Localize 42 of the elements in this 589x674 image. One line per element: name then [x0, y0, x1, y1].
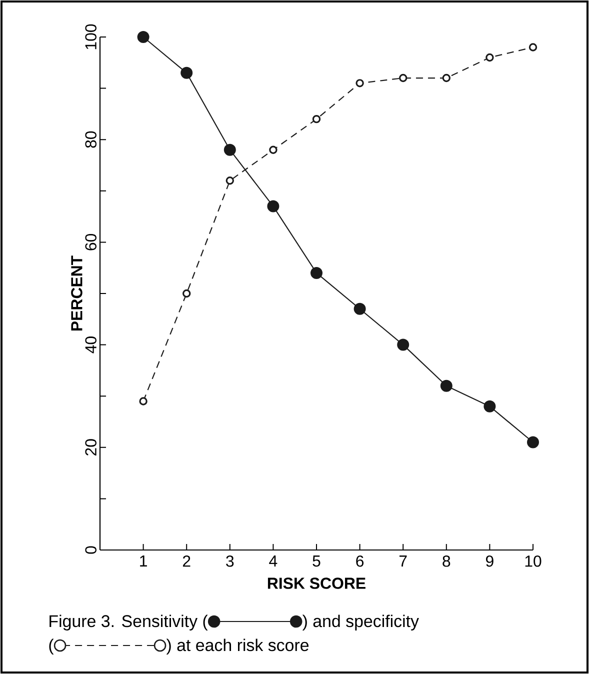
point — [137, 30, 150, 43]
point — [399, 74, 408, 82]
text: ( — [49, 638, 54, 654]
point — [397, 338, 410, 351]
point — [442, 74, 451, 82]
point — [528, 43, 538, 52]
x-tick-label: 9 — [486, 556, 494, 567]
point — [484, 400, 496, 412]
point — [527, 436, 539, 448]
y-axis-title: PERCENT — [71, 256, 82, 331]
point — [182, 289, 191, 298]
y-tick-label: 60 — [85, 234, 96, 250]
point — [139, 397, 148, 406]
point — [310, 266, 322, 279]
caption: Figure 3. Sensitivity ( — [50, 614, 208, 631]
point — [224, 144, 236, 156]
y-tick-label: 0 — [85, 546, 96, 554]
y-tick-label: 20 — [85, 439, 96, 456]
x-tick-label: 10 — [525, 556, 542, 567]
point — [440, 380, 452, 392]
x-tick-label: 1 — [140, 556, 147, 566]
x-tick-label: 2 — [182, 556, 190, 567]
y-tick-label: 100 — [85, 24, 96, 50]
x-tick-label: 8 — [442, 556, 450, 567]
x-tick-label: 4 — [269, 556, 278, 566]
y-tick-label: 80 — [85, 131, 96, 148]
point — [226, 176, 234, 185]
x-tick-label: 5 — [312, 556, 320, 567]
x-tick-label: 3 — [226, 556, 234, 567]
point — [312, 114, 321, 124]
x-axis-title: RISK SCORE — [268, 578, 366, 589]
point — [354, 302, 366, 315]
y-tick-label: 40 — [85, 336, 96, 354]
point — [486, 53, 494, 62]
text: ) at each risk score — [166, 638, 309, 654]
x-tick-label: 6 — [356, 556, 364, 567]
point — [267, 200, 280, 212]
point — [356, 79, 364, 88]
point — [269, 146, 278, 154]
x-tick-label: 7 — [399, 556, 407, 566]
point — [180, 66, 193, 79]
text: ) and specificity — [302, 614, 419, 631]
